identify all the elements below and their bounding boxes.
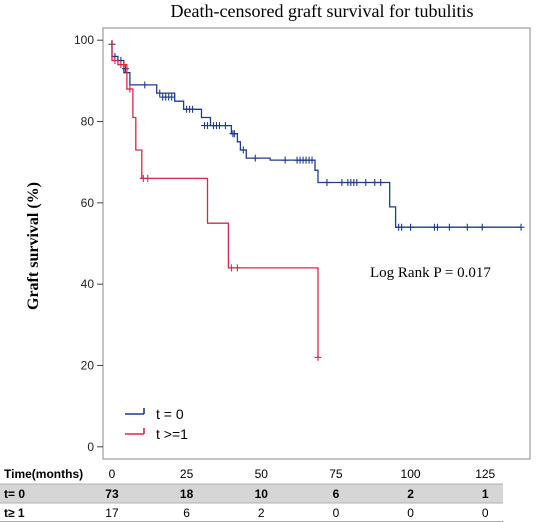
chart-title: Death-censored graft survival for tubuli… (171, 1, 474, 21)
censor-mark (281, 156, 289, 164)
risk-cell: 6 (183, 506, 190, 520)
risk-cell: 18 (180, 487, 194, 501)
censor-mark (111, 57, 119, 65)
censor-mark (314, 353, 322, 361)
censor-mark (353, 179, 361, 187)
risk-cell: 73 (105, 487, 119, 501)
censor-mark (168, 93, 176, 101)
censor-mark (362, 179, 370, 187)
censor-mark (377, 179, 385, 187)
y-tick-label: 40 (81, 277, 95, 291)
censor-mark (144, 174, 152, 182)
log-rank-annotation: Log Rank P = 0.017 (370, 265, 491, 281)
censor-mark (407, 223, 415, 231)
censor-mark (433, 223, 441, 231)
censor-mark (126, 85, 134, 93)
y-tick-label: 20 (81, 358, 95, 372)
risk-row-label: t= 0 (4, 487, 25, 501)
risk-cell: 2 (258, 506, 265, 520)
x-tick-label: 75 (329, 467, 343, 481)
y-axis: 0 20 40 60 80 100 (74, 33, 103, 454)
censor-mark (156, 89, 164, 97)
x-tick-label: 125 (475, 467, 495, 481)
y-tick-label: 60 (81, 196, 95, 210)
censor-mark (239, 146, 247, 154)
censor-mark (445, 223, 453, 231)
censor-mark (215, 122, 223, 130)
risk-header-label: Time(months) (4, 467, 83, 481)
x-tick-label: 0 (109, 467, 116, 481)
risk-table: Time(months) 0 25 50 75 100 125 t= 0 73 18 10 6 2 1 t≥… (0, 467, 503, 522)
risk-cell: 10 (255, 487, 269, 501)
risk-cell: 0 (482, 506, 489, 520)
x-tick-label: 50 (255, 467, 269, 481)
series-1 (111, 40, 322, 361)
risk-cell: 0 (333, 506, 340, 520)
censor-mark (141, 81, 149, 89)
legend: t = 0 t >=1 (125, 406, 188, 442)
censor-mark (463, 223, 471, 231)
censor-mark (230, 130, 238, 138)
risk-cell: 17 (105, 506, 119, 520)
x-tick-label: 100 (401, 467, 421, 481)
censor-mark (338, 179, 346, 187)
x-tick-label: 25 (180, 467, 194, 481)
censor-mark (189, 105, 197, 113)
censor-mark (120, 61, 128, 69)
legend-label-t1: t >=1 (156, 426, 188, 442)
censor-mark (227, 264, 235, 272)
censor-mark (478, 223, 486, 231)
censor-mark (398, 223, 406, 231)
risk-row-label: t≥ 1 (4, 506, 25, 520)
censor-mark (308, 156, 316, 164)
survival-curve (111, 40, 319, 358)
censor-mark (204, 122, 212, 130)
series-layer (108, 40, 525, 361)
risk-cell: 6 (333, 487, 340, 501)
censor-mark (221, 122, 229, 130)
risk-cell: 0 (407, 506, 414, 520)
risk-cell: 1 (482, 487, 489, 501)
y-axis-label: Graft survival (%) (25, 182, 42, 310)
y-tick-label: 100 (74, 33, 94, 47)
censor-mark (251, 154, 259, 162)
censor-mark (371, 179, 379, 187)
censor-mark (517, 223, 525, 231)
y-tick-label: 0 (87, 440, 94, 454)
y-tick-label: 80 (81, 115, 95, 129)
risk-row-shade (0, 484, 503, 503)
legend-label-t0: t = 0 (156, 406, 184, 422)
censor-mark (233, 264, 241, 272)
risk-cell: 2 (407, 487, 414, 501)
censor-mark (121, 65, 129, 73)
survival-curve (111, 40, 521, 228)
censor-mark (323, 179, 331, 187)
